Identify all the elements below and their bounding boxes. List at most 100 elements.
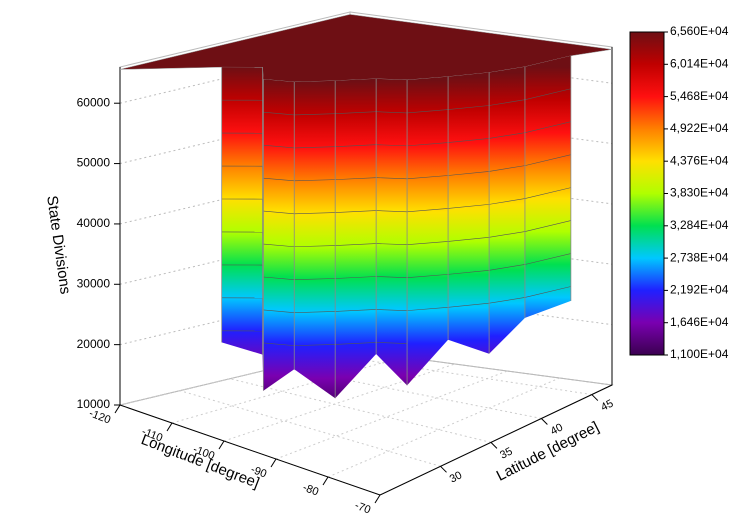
surface-panel <box>524 55 571 318</box>
grid-line <box>329 354 592 396</box>
contour-line <box>294 146 336 149</box>
y-tick <box>490 442 498 449</box>
contour-line <box>335 309 377 312</box>
contour-line <box>448 171 490 176</box>
z-tick-label: 60000 <box>77 95 111 109</box>
colorbar-label: 4,376E+04 <box>670 153 729 167</box>
contour-line <box>407 307 449 311</box>
contour-line <box>448 269 490 275</box>
x-tick-label: -90 <box>249 464 268 481</box>
colorbar-label: 1,100E+04 <box>670 347 729 361</box>
colorbar-label: 3,830E+04 <box>670 186 729 200</box>
contour-line <box>448 302 490 308</box>
grid-line <box>223 363 455 442</box>
contour-line <box>263 144 295 149</box>
contour-line <box>524 88 571 101</box>
x-tick <box>270 458 277 468</box>
contour-line <box>263 276 295 281</box>
contour-line <box>263 177 295 182</box>
z-tick-label: 30000 <box>77 276 111 290</box>
contour-line <box>294 212 336 215</box>
contour-line <box>524 286 571 298</box>
z-tick-label: 20000 <box>77 337 111 351</box>
grid-line <box>179 390 441 467</box>
grid-line <box>229 378 492 443</box>
contour-line <box>489 165 525 172</box>
contour-line <box>489 231 525 238</box>
surface-panel <box>407 76 449 386</box>
x-tick-label: -70 <box>353 500 372 517</box>
contour-line <box>294 113 336 116</box>
contour-line <box>407 175 449 180</box>
surface-panel <box>489 66 525 354</box>
contour-line <box>263 210 295 215</box>
contour-line <box>524 154 571 166</box>
contour-line <box>335 144 377 147</box>
colorbar-label: 1,646E+04 <box>670 315 729 329</box>
contour-line <box>335 111 377 115</box>
contour-line <box>489 99 525 106</box>
contour-line <box>489 198 525 205</box>
x-tick <box>322 476 329 486</box>
y-tick <box>591 394 599 401</box>
y-tick-label: 35 <box>498 445 514 461</box>
contour-line <box>335 210 377 213</box>
contour-line <box>407 109 449 114</box>
contour-line <box>376 111 408 114</box>
colorbar-label: 2,192E+04 <box>670 283 729 297</box>
contour-line <box>524 121 571 133</box>
contour-line <box>294 278 336 281</box>
contour-line <box>524 187 571 199</box>
contour-line <box>376 177 408 180</box>
contour-line <box>524 253 571 265</box>
colorbar-label: 6,560E+04 <box>670 24 729 38</box>
contour-line <box>294 245 336 248</box>
contour-line <box>376 210 408 213</box>
contour-line <box>407 208 449 213</box>
grid-line <box>327 377 560 478</box>
z-tick-label: 50000 <box>77 156 111 170</box>
contour-line <box>335 342 377 345</box>
contour-line <box>407 241 449 246</box>
colorbar-label: 6,014E+04 <box>670 56 729 70</box>
contour-line <box>448 138 490 143</box>
y-tick-label: 30 <box>448 469 464 485</box>
colorbar-label: 4,922E+04 <box>670 121 729 135</box>
surface-panel <box>335 78 377 399</box>
x-tick <box>374 494 381 504</box>
axis-line <box>119 47 613 496</box>
surface-panel <box>221 67 263 355</box>
contour-line <box>263 243 295 248</box>
surface-panel <box>448 72 490 354</box>
surface-panel <box>376 78 408 386</box>
contour-line <box>376 309 408 311</box>
contour-line <box>524 220 571 232</box>
contour-line <box>448 105 490 110</box>
contour-line <box>407 274 449 278</box>
contour-line <box>448 204 490 209</box>
z-axis-title: State Divisions <box>43 195 74 296</box>
y-tick <box>541 418 548 425</box>
surface-panel <box>294 80 336 399</box>
x-tick <box>218 440 225 450</box>
x-tick-label: -80 <box>301 482 320 499</box>
z-tick-label: 10000 <box>77 397 111 411</box>
x-tick <box>166 422 173 432</box>
y-tick-label: 40 <box>549 421 565 437</box>
colorbar <box>629 31 665 356</box>
colorbar-label: 5,468E+04 <box>670 89 729 103</box>
grid-line <box>275 370 508 460</box>
contour-line <box>376 276 408 278</box>
contour-line <box>448 237 490 242</box>
contour-line <box>263 342 295 346</box>
contour-line <box>335 243 377 246</box>
contour-line <box>376 243 408 246</box>
y-tick-label: 45 <box>599 398 615 414</box>
contour-line <box>263 309 295 313</box>
contour-line <box>335 177 377 180</box>
contour-line <box>489 264 525 271</box>
contour-line <box>294 311 336 313</box>
contour-line <box>407 142 449 147</box>
z-tick-label: 40000 <box>77 216 111 230</box>
